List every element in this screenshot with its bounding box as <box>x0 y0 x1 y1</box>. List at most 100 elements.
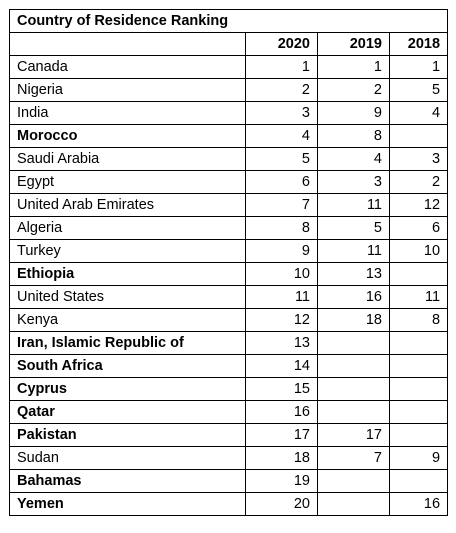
table-row: Morocco 4 8 <box>9 124 449 148</box>
country-cell: Sudan <box>9 446 246 470</box>
rank-2019-cell: 9 <box>317 101 390 125</box>
country-cell: Cyprus <box>9 377 246 401</box>
rank-2020-cell: 11 <box>245 285 318 309</box>
table-row: Kenya 12 18 8 <box>9 308 449 332</box>
title-row: Country of Residence Ranking <box>8 9 449 33</box>
country-cell: Egypt <box>9 170 246 194</box>
table-row: Sudan 18 7 9 <box>9 446 449 470</box>
header-2018: 2018 <box>388 32 449 56</box>
country-cell: South Africa <box>9 354 246 378</box>
header-2019: 2019 <box>317 32 390 56</box>
table-row: Pakistan 17 17 <box>9 423 449 447</box>
country-cell: Saudi Arabia <box>9 147 246 171</box>
table-row: India 3 9 4 <box>9 101 449 125</box>
rank-2020-cell: 7 <box>245 193 318 217</box>
country-cell: Ethiopia <box>9 262 246 286</box>
rank-2020-cell: 17 <box>245 423 318 447</box>
rank-2020-cell: 15 <box>245 377 318 401</box>
header-country <box>9 32 246 56</box>
rank-2020-cell: 16 <box>245 400 318 424</box>
rank-2020-cell: 13 <box>245 331 318 355</box>
rank-2019-cell <box>317 354 390 378</box>
rank-2020-cell: 9 <box>245 239 318 263</box>
table-row: Egypt 6 3 2 <box>9 170 449 194</box>
rank-2019-cell: 3 <box>317 170 390 194</box>
table-row: Cyprus 15 <box>9 377 449 401</box>
rank-2018-cell: 2 <box>388 170 449 194</box>
header-2020: 2020 <box>245 32 318 56</box>
rank-2020-cell: 6 <box>245 170 318 194</box>
rank-2018-cell <box>388 262 449 286</box>
table-row: Iran, Islamic Republic of 13 <box>9 331 449 355</box>
rank-2019-cell: 17 <box>317 423 390 447</box>
rank-2019-cell: 1 <box>317 55 390 79</box>
rank-2018-cell: 9 <box>388 446 449 470</box>
table-row: United Arab Emirates 7 11 12 <box>9 193 449 217</box>
rank-2020-cell: 14 <box>245 354 318 378</box>
rank-2018-cell <box>388 331 449 355</box>
rank-2018-cell <box>388 377 449 401</box>
rank-2020-cell: 8 <box>245 216 318 240</box>
rank-2019-cell: 16 <box>317 285 390 309</box>
table-title: Country of Residence Ranking <box>8 9 449 33</box>
country-cell: India <box>9 101 246 125</box>
country-cell: Iran, Islamic Republic of <box>9 331 246 355</box>
rank-2020-cell: 18 <box>245 446 318 470</box>
rank-2020-cell: 5 <box>245 147 318 171</box>
rank-2019-cell <box>317 377 390 401</box>
rank-2018-cell: 4 <box>388 101 449 125</box>
rank-2019-cell: 8 <box>317 124 390 148</box>
rank-2019-cell: 11 <box>317 193 390 217</box>
rank-2020-cell: 20 <box>245 492 318 516</box>
rank-2019-cell <box>317 331 390 355</box>
country-cell: Qatar <box>9 400 246 424</box>
rank-2019-cell <box>317 469 390 493</box>
country-cell: Algeria <box>9 216 246 240</box>
country-cell: Nigeria <box>9 78 246 102</box>
rank-2019-cell: 5 <box>317 216 390 240</box>
rank-2019-cell: 2 <box>317 78 390 102</box>
rank-2018-cell: 8 <box>388 308 449 332</box>
rank-2018-cell: 10 <box>388 239 449 263</box>
country-cell: United States <box>9 285 246 309</box>
country-cell: Yemen <box>9 492 246 516</box>
rank-2019-cell <box>317 400 390 424</box>
rank-2020-cell: 19 <box>245 469 318 493</box>
country-cell: Bahamas <box>9 469 246 493</box>
rank-2019-cell: 13 <box>317 262 390 286</box>
rank-2018-cell <box>388 354 449 378</box>
rank-2018-cell: 5 <box>388 78 449 102</box>
table-row: Bahamas 19 <box>9 469 449 493</box>
rank-2018-cell: 11 <box>388 285 449 309</box>
country-cell: Pakistan <box>9 423 246 447</box>
header-row: 2020 2019 2018 <box>9 32 449 56</box>
table-row: Yemen 20 16 <box>9 492 449 516</box>
rank-2018-cell <box>388 124 449 148</box>
rank-2020-cell: 2 <box>245 78 318 102</box>
country-cell: Kenya <box>9 308 246 332</box>
rank-2019-cell <box>317 492 390 516</box>
country-cell: Morocco <box>9 124 246 148</box>
rank-2018-cell: 12 <box>388 193 449 217</box>
country-cell: Canada <box>9 55 246 79</box>
rank-2020-cell: 12 <box>245 308 318 332</box>
table-row: Algeria 8 5 6 <box>9 216 449 240</box>
rank-2018-cell <box>388 400 449 424</box>
table-row: Turkey 9 11 10 <box>9 239 449 263</box>
table-row: Nigeria 2 2 5 <box>9 78 449 102</box>
rank-2019-cell: 7 <box>317 446 390 470</box>
rank-2018-cell <box>388 423 449 447</box>
table-row: Ethiopia 10 13 <box>9 262 449 286</box>
table-row: Saudi Arabia 5 4 3 <box>9 147 449 171</box>
rank-2018-cell <box>388 469 449 493</box>
rank-2018-cell: 16 <box>388 492 449 516</box>
table-row: Qatar 16 <box>9 400 449 424</box>
ranking-table: Country of Residence Ranking 2020 2019 2… <box>8 9 449 516</box>
rank-2020-cell: 3 <box>245 101 318 125</box>
rank-2020-cell: 10 <box>245 262 318 286</box>
table-row: South Africa 14 <box>9 354 449 378</box>
rank-2019-cell: 18 <box>317 308 390 332</box>
rank-2019-cell: 4 <box>317 147 390 171</box>
table-row: United States 11 16 11 <box>9 285 449 309</box>
country-cell: Turkey <box>9 239 246 263</box>
